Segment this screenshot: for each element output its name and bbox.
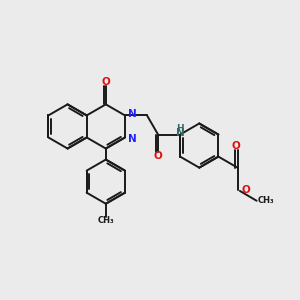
Text: N: N — [128, 134, 137, 144]
Text: N: N — [176, 128, 184, 138]
Text: CH₃: CH₃ — [258, 196, 275, 205]
Text: O: O — [101, 77, 110, 87]
Text: O: O — [232, 142, 240, 152]
Text: O: O — [154, 151, 162, 161]
Text: O: O — [241, 185, 250, 195]
Text: H: H — [176, 124, 184, 133]
Text: N: N — [128, 109, 137, 119]
Text: CH₃: CH₃ — [98, 216, 114, 225]
